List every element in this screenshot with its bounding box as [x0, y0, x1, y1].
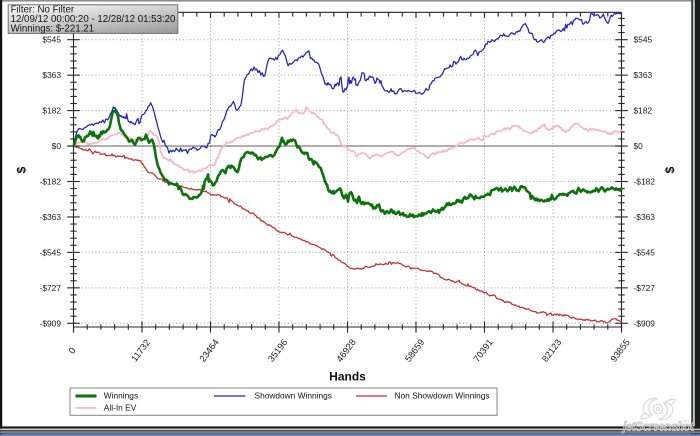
svg-text:$363: $363 [634, 70, 653, 80]
svg-text:-$363: -$363 [40, 212, 62, 222]
svg-text:$545: $545 [42, 35, 61, 45]
svg-text:$182: $182 [42, 106, 61, 116]
svg-text:-$545: -$545 [40, 247, 62, 257]
svg-text:12/09/12 00:00:20 - 12/28/12 0: 12/09/12 00:00:20 - 12/28/12 01:53:20 [11, 14, 176, 25]
svg-text:-$727: -$727 [40, 283, 62, 293]
svg-text:$363: $363 [42, 70, 61, 80]
svg-text:Winnings: Winnings [104, 390, 138, 400]
svg-text:Filter: No Filter: Filter: No Filter [11, 5, 75, 16]
svg-text:-$363: -$363 [634, 212, 656, 222]
svg-text:Winnings: $-221.21: Winnings: $-221.21 [11, 24, 94, 35]
svg-text:$: $ [663, 166, 677, 173]
svg-text:jetScreenshot: jetScreenshot [621, 422, 695, 434]
svg-text:-$727: -$727 [634, 283, 656, 293]
svg-text:-$182: -$182 [634, 177, 656, 187]
svg-text:$0: $0 [52, 141, 62, 151]
svg-text:$545: $545 [634, 35, 653, 45]
svg-text:Showdown Winnings: Showdown Winnings [255, 390, 332, 400]
svg-text:-$909: -$909 [634, 318, 656, 328]
svg-text:Hands: Hands [329, 370, 366, 384]
svg-text:-$909: -$909 [40, 318, 62, 328]
svg-text:All-In EV: All-In EV [104, 402, 137, 412]
svg-text:.com: .com [679, 419, 689, 424]
svg-text:-$545: -$545 [634, 247, 656, 257]
svg-text:$182: $182 [634, 106, 653, 116]
svg-text:-$182: -$182 [40, 177, 62, 187]
svg-text:$: $ [15, 166, 29, 173]
svg-text:0: 0 [67, 346, 78, 356]
svg-text:Non Showdown Winnings: Non Showdown Winnings [395, 390, 490, 400]
svg-text:$0: $0 [634, 141, 644, 151]
